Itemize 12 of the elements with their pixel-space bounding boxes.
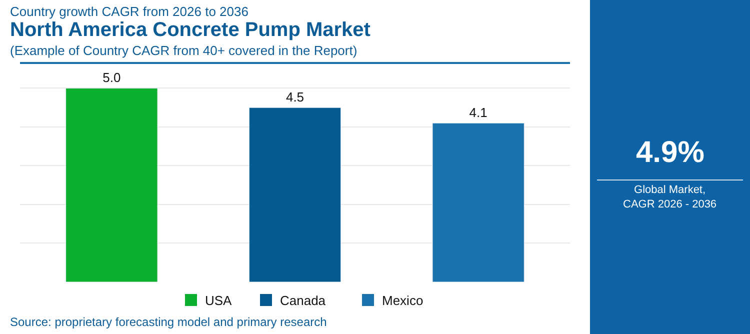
text: Global Market, CAGR 2026 - 2036 bbox=[623, 184, 717, 210]
text: Country growth CAGR from 2026 to 2036 bbox=[10, 4, 248, 19]
data-label: 5.0 bbox=[102, 70, 121, 86]
chart-title: North America Concrete Pump Market bbox=[10, 19, 371, 41]
data-label: 4.5 bbox=[286, 90, 304, 105]
text: Mexico bbox=[382, 293, 424, 308]
text: Canada bbox=[280, 293, 326, 308]
text: USA bbox=[205, 293, 232, 308]
chart-subtitle: (Example of Country CAGR from 40+ covered in the Report) bbox=[10, 43, 358, 58]
text: 4.9% bbox=[636, 136, 704, 169]
source-note: Source: proprietary forecasting model and primary research bbox=[10, 315, 327, 329]
data-label: 4.1 bbox=[469, 105, 488, 120]
